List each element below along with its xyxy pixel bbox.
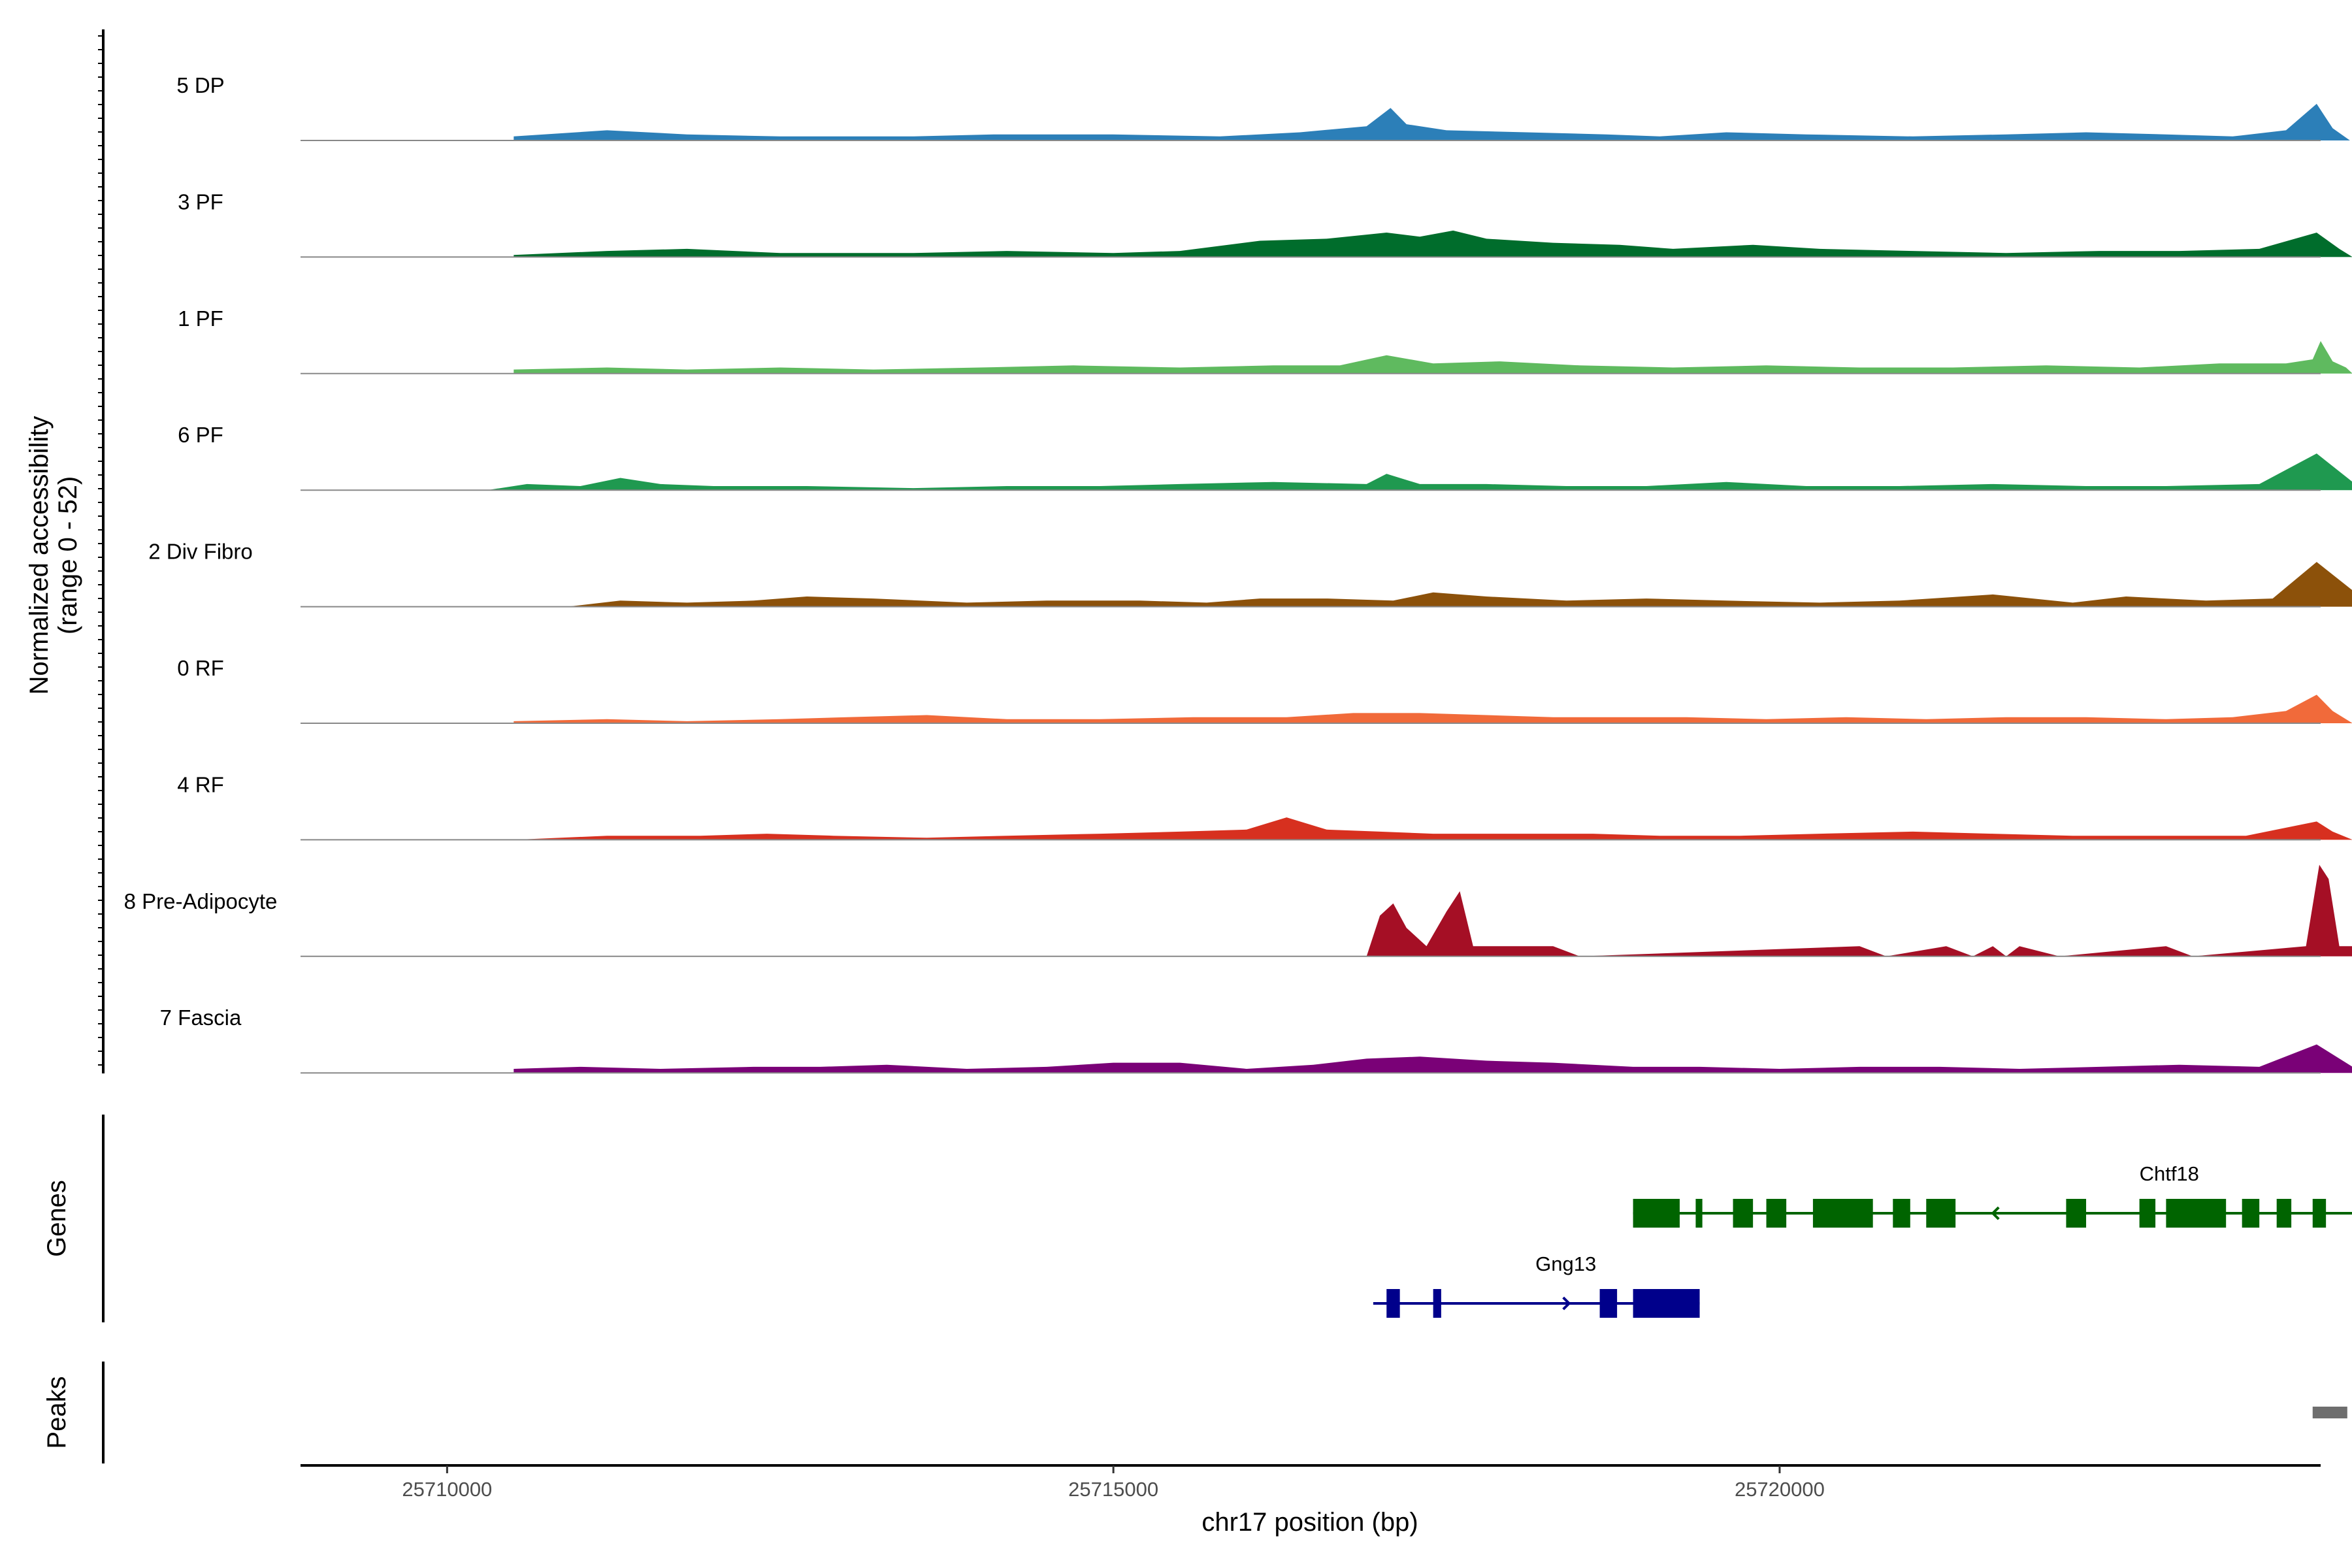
x-axis-title: chr17 position (bp) — [1201, 1508, 1418, 1537]
gene-label: Gng13 — [1535, 1252, 1596, 1275]
coverage-area — [514, 103, 2350, 140]
track-3-pf: 3 PF — [178, 189, 2352, 258]
coverage-area — [514, 341, 2352, 374]
gene-exon — [1893, 1199, 1910, 1228]
gene-exon — [1695, 1199, 1703, 1228]
track-label: 4 RF — [177, 772, 224, 796]
track-label: 1 PF — [178, 306, 223, 331]
position-x-axis: 25710000257150002572000025725000 — [301, 1464, 2321, 1501]
coverage-area — [514, 694, 2352, 723]
track-label: 0 RF — [177, 656, 224, 680]
coverage-area — [514, 230, 2352, 257]
coverage-area — [1366, 864, 2352, 956]
accessibility-y-axis — [98, 29, 105, 1073]
x-tick-label: 25710000 — [402, 1478, 492, 1501]
peak-region — [2312, 1407, 2347, 1418]
track-5-dp: 5 DP — [176, 73, 2350, 141]
track-1-pf: 1 PF — [178, 306, 2352, 374]
track-label: 5 DP — [176, 73, 224, 97]
coverage-area — [566, 562, 2352, 607]
gene-exon — [1433, 1289, 1441, 1318]
gene-annotation-panel: Chtf18 Gng13 — [1373, 1162, 2352, 1318]
y-axis-title-line2: (range 0 - 52) — [54, 476, 82, 634]
gene-chtf18: Chtf18 — [1633, 1162, 2352, 1228]
gene-exon — [2066, 1199, 2087, 1228]
track-label: 7 Fascia — [160, 1005, 242, 1030]
track-label: 2 Div Fibro — [148, 540, 253, 564]
gene-exon — [2166, 1199, 2227, 1228]
gene-exon — [2242, 1199, 2260, 1228]
peaks-panel-title: Peaks — [42, 1376, 71, 1448]
track-8-pre-adipocyte: 8 Pre-Adipocyte — [124, 864, 2352, 957]
gene-exon — [1766, 1199, 1787, 1228]
gene-exon — [1926, 1199, 1956, 1228]
gene-exon — [2139, 1199, 2156, 1228]
gene-exon — [1633, 1199, 1680, 1228]
gene-strand-arrow — [1562, 1296, 1571, 1311]
x-tick-label: 25720000 — [1735, 1478, 1825, 1501]
gene-exon — [1386, 1289, 1400, 1318]
track-4-rf: 4 RF — [177, 772, 2352, 841]
coverage-tracks: 5 DP 3 PF 1 PF 6 PF 2 Div Fibro 0 RF 4 RF 8 Pre… — [124, 73, 2352, 1074]
x-tick-label: 25715000 — [1068, 1478, 1158, 1501]
gene-gng13: Gng13 — [1373, 1252, 1700, 1318]
genes-panel-title: Genes — [42, 1180, 71, 1257]
track-6-pf: 6 PF — [178, 423, 2352, 491]
coverage-area — [487, 453, 2352, 491]
coverage-area — [514, 817, 2352, 840]
gene-label: Chtf18 — [2140, 1162, 2199, 1185]
gene-exon — [1812, 1199, 1873, 1228]
track-0-rf: 0 RF — [177, 656, 2352, 724]
gene-exon — [1599, 1289, 1618, 1318]
gene-exon — [1733, 1199, 1754, 1228]
track-label: 6 PF — [178, 423, 223, 447]
track-label: 8 Pre-Adipocyte — [124, 889, 278, 913]
track-label: 3 PF — [178, 189, 223, 214]
gene-exon — [1633, 1289, 1700, 1318]
track-7-fascia: 7 Fascia — [160, 1005, 2352, 1074]
gene-strand-arrow — [1991, 1206, 2000, 1220]
track-2-div-fibro: 2 Div Fibro — [148, 540, 2352, 608]
gene-exon — [2312, 1199, 2327, 1228]
peaks-panel — [2312, 1407, 2347, 1418]
gene-exon — [2276, 1199, 2292, 1228]
y-axis-title-line1: Normalized accessibility — [25, 416, 54, 695]
coverage-area — [514, 1044, 2352, 1073]
